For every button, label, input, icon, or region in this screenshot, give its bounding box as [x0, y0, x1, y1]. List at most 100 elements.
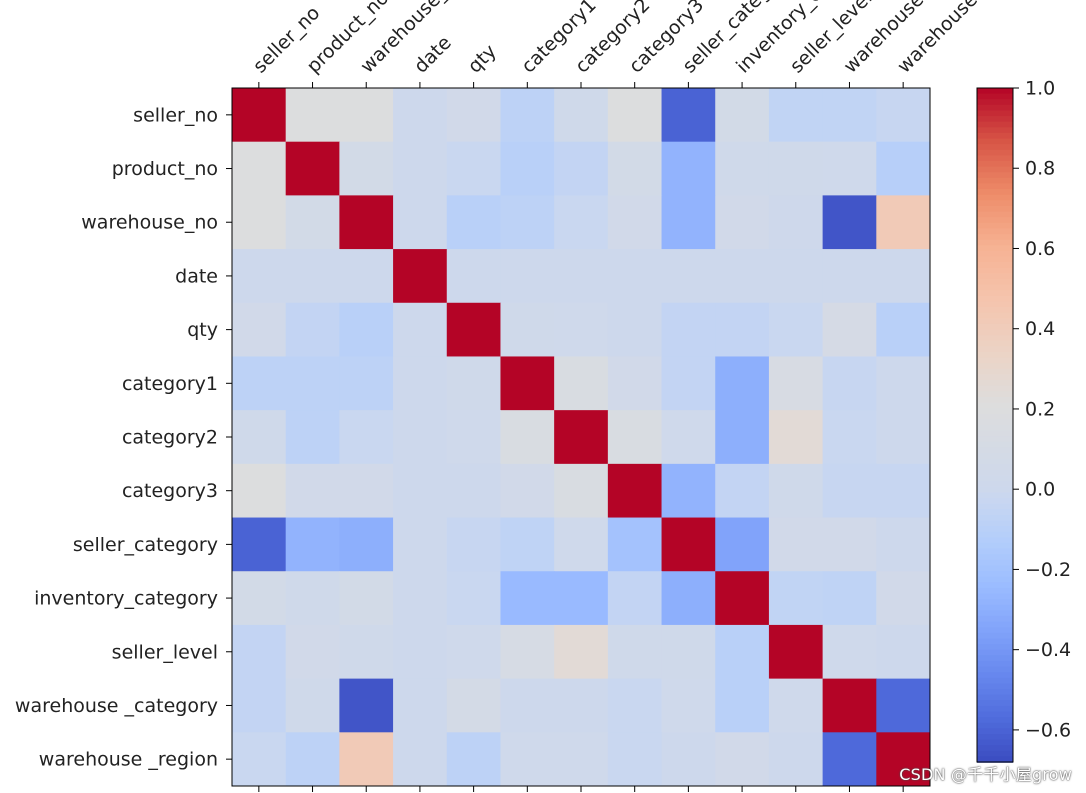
heatmap-cell-10-2 — [339, 624, 394, 680]
colorbar-segment — [977, 329, 1013, 336]
heatmap-cell-8-7 — [607, 517, 663, 572]
heatmap-cell-1-7 — [607, 141, 663, 196]
colorbar-segment — [977, 436, 1013, 443]
colorbar-segment — [977, 183, 1013, 190]
heatmap-cell-2-8 — [661, 195, 716, 250]
colorbar-segment — [977, 554, 1013, 561]
colorbar-frame — [976, 87, 1014, 763]
heatmap-cell-11-1 — [285, 678, 340, 733]
heatmap-cell-3-2 — [339, 249, 394, 304]
colorbar-segment — [977, 705, 1013, 713]
heatmap-cell-11-0 — [232, 678, 287, 733]
heatmap-cell-1-1 — [285, 141, 340, 196]
heatmap-cell-12-2 — [339, 732, 394, 786]
colorbar-segment — [977, 250, 1013, 258]
heatmap-cell-11-10 — [768, 678, 824, 733]
heatmap-cell-12-6 — [554, 732, 609, 786]
heatmap-cell-9-8 — [661, 571, 716, 626]
heatmap-cell-11-9 — [715, 678, 770, 733]
colorbar-segment — [977, 599, 1013, 606]
colorbar-segment — [977, 290, 1013, 297]
colorbar-segment — [977, 593, 1013, 600]
colorbar-segment — [977, 307, 1013, 314]
heatmap-cell-4-1 — [285, 302, 340, 358]
heatmap-cell-10-10 — [768, 624, 824, 680]
heatmap-cell-7-7 — [607, 463, 663, 519]
colorbar-segment — [977, 739, 1013, 746]
heatmap-cell-1-6 — [554, 141, 609, 196]
colorbar-segment — [977, 110, 1013, 117]
colorbar-segment — [977, 391, 1013, 398]
heatmap-cell-12-9 — [715, 732, 770, 786]
y-tick-label: inventory_category — [34, 588, 218, 610]
colorbar-segment — [977, 335, 1013, 342]
heatmap-cell-6-12 — [876, 410, 930, 465]
colorbar-segment — [977, 683, 1013, 690]
heatmap-cell-6-6 — [554, 410, 609, 465]
colorbar-segment — [977, 649, 1013, 657]
colorbar-segment — [977, 514, 1013, 522]
heatmap-cell-10-1 — [285, 624, 340, 680]
heatmap-cell-5-8 — [661, 356, 716, 411]
heatmap-cell-6-1 — [285, 410, 340, 465]
heatmap-cell-11-7 — [607, 678, 663, 733]
colorbar-tick-label: −0.4 — [1025, 639, 1071, 661]
heatmap-cell-6-0 — [232, 410, 287, 465]
colorbar-segment — [977, 301, 1013, 308]
heatmap-cell-7-3 — [393, 463, 448, 519]
heatmap-cell-10-12 — [876, 624, 930, 680]
colorbar-segment — [977, 104, 1013, 112]
colorbar-segment — [977, 408, 1013, 415]
heatmap-cell-3-12 — [876, 249, 930, 304]
heatmap-cell-2-6 — [554, 195, 609, 250]
heatmap-cell-0-0 — [232, 88, 287, 143]
colorbar-segment — [977, 273, 1013, 280]
colorbar-segment — [977, 166, 1013, 174]
colorbar-segment — [977, 396, 1013, 404]
heatmap-cell-6-10 — [768, 410, 824, 465]
heatmap-cells — [232, 88, 930, 786]
heatmap-cell-10-3 — [393, 624, 448, 680]
colorbar-segment — [977, 492, 1013, 499]
colorbar-segment — [977, 632, 1013, 640]
heatmap-cell-3-3 — [393, 249, 448, 304]
heatmap-cell-1-8 — [661, 141, 716, 196]
colorbar-segment — [977, 312, 1013, 320]
heatmap-cell-6-11 — [822, 410, 877, 465]
heatmap-cell-8-2 — [339, 517, 394, 572]
heatmap-cell-12-3 — [393, 732, 448, 786]
heatmap-cell-2-4 — [446, 195, 502, 250]
colorbar-segment — [977, 144, 1013, 151]
colorbar-segment — [977, 200, 1013, 207]
heatmap-cell-10-8 — [661, 624, 716, 680]
colorbar-segment — [977, 205, 1013, 213]
colorbar-tick-label: 0.6 — [1025, 238, 1055, 260]
heatmap-cell-8-5 — [500, 517, 555, 572]
heatmap-cell-5-2 — [339, 356, 394, 411]
heatmap-cell-12-11 — [822, 732, 877, 786]
colorbar-segment — [977, 425, 1013, 432]
colorbar-segment — [977, 447, 1013, 454]
colorbar-segment — [977, 430, 1013, 438]
heatmap-cell-4-7 — [607, 302, 663, 358]
colorbar-segment — [977, 615, 1013, 623]
heatmap-cell-12-10 — [768, 732, 824, 786]
heatmap-cell-10-0 — [232, 624, 287, 680]
colorbar-segment — [977, 127, 1013, 134]
heatmap-cell-7-9 — [715, 463, 770, 519]
heatmap-cell-5-9 — [715, 356, 770, 411]
heatmap-cell-3-7 — [607, 249, 663, 304]
heatmap-cell-5-12 — [876, 356, 930, 411]
heatmap-cell-8-8 — [661, 517, 716, 572]
heatmap-cell-11-6 — [554, 678, 609, 733]
heatmap-cell-5-11 — [822, 356, 877, 411]
colorbar-segment — [977, 666, 1013, 673]
colorbar-segment — [977, 750, 1013, 758]
heatmap-cell-7-12 — [876, 463, 930, 519]
heatmap-cell-6-8 — [661, 410, 716, 465]
heatmap-cell-8-10 — [768, 517, 824, 572]
heatmap-cell-9-0 — [232, 571, 287, 626]
heatmap-cell-9-6 — [554, 571, 609, 626]
heatmap-cell-7-2 — [339, 463, 394, 519]
